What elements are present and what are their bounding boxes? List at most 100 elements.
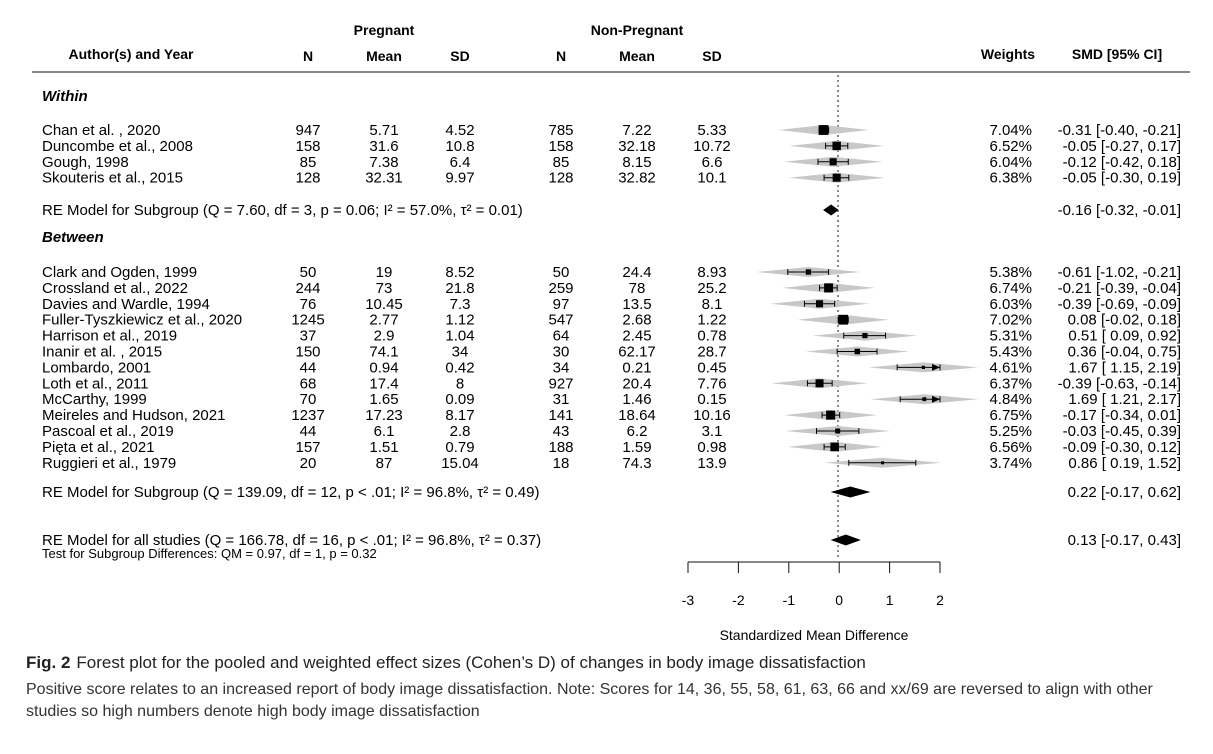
cell-m2: 32.82 <box>618 170 656 187</box>
x-tick-label: 0 <box>835 592 843 608</box>
study-weight: 6.74% <box>989 280 1032 297</box>
cell-m1: 31.6 <box>369 138 398 155</box>
study-ci: -0.17 [-0.34, 0.01] <box>1063 407 1181 424</box>
cell-sd2: 10.16 <box>693 407 731 424</box>
study-name: McCarthy, 1999 <box>42 391 147 408</box>
cell-sd2: 6.6 <box>702 154 723 171</box>
cell-sd1: 1.04 <box>445 328 474 345</box>
cell-n1: 1245 <box>291 312 324 329</box>
cell-sd1: 4.52 <box>445 122 474 139</box>
study-name: Gough, 1998 <box>42 154 129 171</box>
cell-n1: 244 <box>295 280 320 297</box>
cell-m2: 1.46 <box>622 391 651 408</box>
subgroup-model-ci: -0.16 [-0.32, -0.01] <box>1058 202 1181 219</box>
study-ci: 1.69 [ 1.21, 2.17] <box>1068 391 1181 408</box>
effect-point <box>854 348 861 355</box>
cell-n1: 44 <box>300 359 317 376</box>
cell-n1: 68 <box>300 375 317 392</box>
cell-n2: 547 <box>548 312 573 329</box>
study-ci: -0.31 [-0.40, -0.21] <box>1058 122 1181 139</box>
study-ci: -0.09 [-0.30, 0.12] <box>1063 439 1181 456</box>
cell-m1: 5.71 <box>369 122 398 139</box>
overall-model-ci: 0.13 [-0.17, 0.43] <box>1068 532 1181 549</box>
cell-sd1: 9.97 <box>445 170 474 187</box>
study-weight: 4.61% <box>989 359 1032 376</box>
cell-sd1: 2.8 <box>450 423 471 440</box>
header-mean-preg: Mean <box>366 48 402 64</box>
x-axis: -3 -2 -1 0 1 2 Standardized Mean Difference <box>682 561 944 643</box>
effect-point <box>922 397 927 402</box>
header-pregnant: Pregnant <box>354 22 415 38</box>
cell-n2: 158 <box>548 138 573 155</box>
study-ci: -0.39 [-0.69, -0.09] <box>1058 296 1181 313</box>
subgroup-model-label: RE Model for Subgroup (Q = 7.60, df = 3,… <box>42 202 523 219</box>
study-name: Duncombe et al., 2008 <box>42 138 193 155</box>
study-name: Pascoal et al., 2019 <box>42 423 174 440</box>
cell-m1: 2.77 <box>369 312 398 329</box>
cell-n1: 150 <box>295 344 320 361</box>
cell-sd1: 7.3 <box>450 296 471 313</box>
cell-sd2: 0.98 <box>697 439 726 456</box>
effect-point <box>832 173 841 182</box>
header-sd-preg: SD <box>450 48 469 64</box>
cell-n1: 50 <box>300 264 317 281</box>
study-weight: 6.04% <box>989 154 1032 171</box>
effect-point <box>832 141 841 151</box>
cell-sd2: 1.22 <box>697 312 726 329</box>
study-name: Harrison et al., 2019 <box>42 328 177 345</box>
effect-point <box>805 269 812 275</box>
cell-sd2: 0.15 <box>697 391 726 408</box>
cell-n2: 30 <box>553 344 570 361</box>
effect-point <box>818 125 829 135</box>
cell-n1: 76 <box>300 296 317 313</box>
cell-sd2: 0.78 <box>697 328 726 345</box>
cell-n2: 85 <box>553 154 570 171</box>
effect-point <box>826 410 836 420</box>
cell-n1: 947 <box>295 122 320 139</box>
study-name: Chan et al. , 2020 <box>42 122 160 139</box>
cell-m1: 87 <box>376 455 393 472</box>
cell-m1: 1.65 <box>369 391 398 408</box>
cell-sd2: 0.45 <box>697 359 726 376</box>
cell-m2: 24.4 <box>622 264 651 281</box>
cell-n1: 37 <box>300 328 317 345</box>
cell-m1: 0.94 <box>369 359 398 376</box>
forest-plot: Pregnant Non-Pregnant Author(s) and Year… <box>32 22 1190 643</box>
cell-sd1: 0.42 <box>445 359 474 376</box>
study-name: Loth et al., 2011 <box>42 375 148 392</box>
header-sd-nonpreg: SD <box>702 48 721 64</box>
study-ci: -0.03 [-0.45, 0.39] <box>1063 423 1181 440</box>
summary-diamond <box>823 204 839 216</box>
cell-n2: 31 <box>553 391 570 408</box>
cell-sd2: 28.7 <box>697 344 726 361</box>
effect-point <box>881 461 885 465</box>
study-weight: 6.37% <box>989 375 1032 392</box>
cell-n2: 927 <box>548 375 573 392</box>
cell-m2: 18.64 <box>618 407 656 424</box>
cell-sd2: 25.2 <box>697 280 726 297</box>
cell-n2: 43 <box>553 423 570 440</box>
cell-n2: 50 <box>553 264 570 281</box>
caption-title-line: Fig. 2 Forest plot for the pooled and wei… <box>26 652 1196 674</box>
study-ci: 0.08 [-0.02, 0.18] <box>1068 312 1181 329</box>
cell-m2: 2.45 <box>622 328 651 345</box>
caption-note: Positive score relates to an increased r… <box>26 681 1153 720</box>
study-ci: -0.12 [-0.42, 0.18] <box>1063 154 1181 171</box>
summary-diamond <box>830 486 871 498</box>
x-tick-label: 1 <box>886 592 894 608</box>
cell-m2: 1.59 <box>622 439 651 456</box>
cell-n2: 18 <box>553 455 570 472</box>
effect-point <box>862 333 868 339</box>
ci-arrow <box>932 395 940 403</box>
ci-arrow <box>932 363 940 371</box>
overall-model-label: RE Model for all studies (Q = 166.78, df… <box>42 532 541 549</box>
header-smd: SMD [95% CI] <box>1072 46 1162 62</box>
cell-n1: 85 <box>300 154 317 171</box>
cell-m2: 74.3 <box>622 455 651 472</box>
effect-point <box>921 365 926 370</box>
cell-n1: 1237 <box>291 407 324 424</box>
cell-m1: 19 <box>376 264 393 281</box>
cell-n2: 97 <box>553 296 570 313</box>
study-weight: 5.25% <box>989 423 1032 440</box>
cell-sd2: 7.76 <box>697 375 726 392</box>
